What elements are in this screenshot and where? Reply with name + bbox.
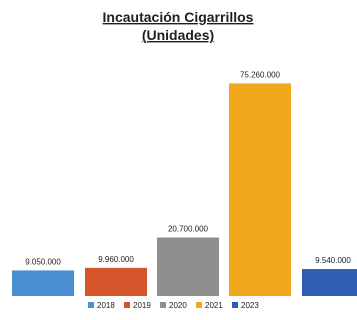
legend-label-2021: 2021 bbox=[205, 301, 223, 310]
data-labels-group: 9.050.000 9.960.000 20.700.000 75.260.000 9.… bbox=[25, 70, 351, 266]
legend-label-2020: 2020 bbox=[169, 301, 187, 310]
legend-label-2023: 2023 bbox=[241, 301, 259, 310]
bar-2019 bbox=[85, 267, 147, 296]
bar-2020 bbox=[157, 237, 219, 296]
legend-swatch-2020 bbox=[160, 302, 166, 308]
legend-swatch-2023 bbox=[232, 302, 238, 308]
bar-2023 bbox=[302, 269, 357, 296]
chart-subtitle: (Unidades) bbox=[142, 27, 214, 43]
legend-swatch-2019 bbox=[124, 302, 130, 308]
bar-2018 bbox=[12, 270, 74, 296]
data-label-2020: 20.700.000 bbox=[168, 225, 209, 234]
legend-swatch-2018 bbox=[88, 302, 94, 308]
legend: 2018 2019 2020 2021 2023 bbox=[88, 301, 259, 310]
data-label-2023: 9.540.000 bbox=[315, 256, 351, 265]
chart-title: Incautación Cigarrillos bbox=[103, 9, 254, 25]
legend-swatch-2021 bbox=[196, 302, 202, 308]
data-label-2021: 75.260.000 bbox=[240, 70, 281, 79]
bar-2021 bbox=[229, 83, 291, 296]
legend-label-2019: 2019 bbox=[133, 301, 151, 310]
data-label-2018: 9.050.000 bbox=[25, 257, 61, 266]
bars-group bbox=[12, 83, 357, 296]
data-label-2019: 9.960.000 bbox=[98, 255, 134, 264]
legend-label-2018: 2018 bbox=[97, 301, 115, 310]
